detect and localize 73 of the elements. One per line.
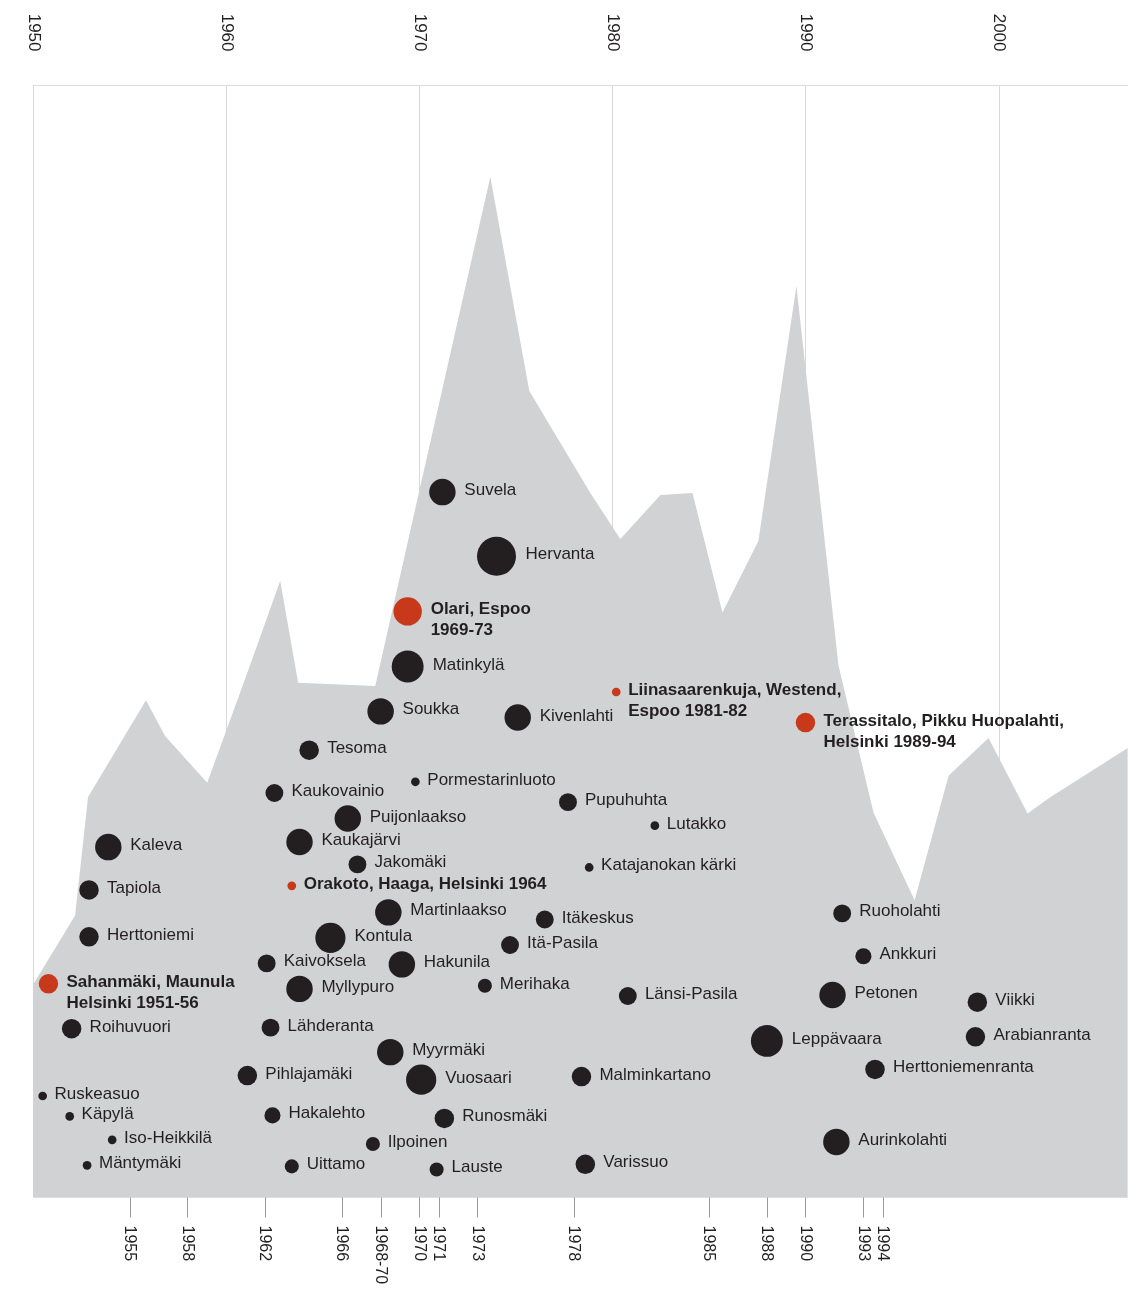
x2-tick-label: 1950 [24,13,44,52]
annotation: Lähderanta [287,1015,375,1035]
x-tick-label: 1966 [334,1225,352,1262]
annotation: Kaivoksela [283,951,367,971]
x2-tick-label: 1970 [410,13,430,52]
annotation: Roihuvuori [89,1016,171,1036]
annotation: Ruoholahti [859,901,941,921]
annotation: Suvela [464,480,517,500]
annotation: Lutakko [666,813,727,833]
x-tick-label: 1990 [797,1225,815,1262]
x-tick-label: 1973 [469,1225,487,1262]
annotation: Merihaka [499,973,571,993]
annotation: Itäkeskus [561,907,634,927]
x-tick-label: 1968-70 [373,1225,391,1285]
annotation: Orakoto, Haaga, Helsinki 1964 [303,873,548,893]
x-tick-label: 1988 [759,1225,777,1262]
annotation: Aurinkolahti [858,1129,948,1149]
annotation: Kaukovainio [291,781,385,801]
annotation: Viikki [995,990,1035,1010]
annotation: Uittamo [306,1154,366,1174]
annotation: Myyrmäki [412,1040,485,1060]
annotation: Hakunila [423,952,491,972]
x2-tick-label: 1990 [796,13,816,52]
annotation: Ruskeasuo [54,1084,140,1103]
annotation: Kontula [354,925,413,945]
annotation: Soukka [402,699,460,719]
x-tick-label: 1971 [431,1225,449,1262]
annotation: Pormestarinluoto [427,769,556,789]
annotation: Kivenlahti [539,705,614,725]
annotation: Arabianranta [993,1024,1092,1044]
annotation: Kaukajärvi [321,829,401,849]
annotation: Malminkartano [599,1064,711,1084]
annotation: Hervanta [525,544,596,564]
annotation: Puijonlaakso [369,806,467,826]
annotation: Herttoniemi [107,924,194,944]
x-tick-label: 1978 [566,1225,584,1262]
annotation: Ankkuri [879,944,937,964]
annotation: Länsi-Pasila [644,984,739,1004]
annotation: Petonen [854,983,918,1002]
annotation: Käpylä [81,1104,135,1124]
x-tick-label: 1958 [180,1225,197,1262]
x-tick-label: 1962 [257,1225,275,1262]
annotation: Vuosaari [445,1067,512,1087]
annotation: Hakalehto [288,1103,366,1123]
annotation: Martinlaakso [410,900,507,920]
annotation: Pihlajamäki [265,1063,353,1083]
annotation: Ilpoinen [387,1131,448,1151]
annotation: Herttoniemenranta [893,1057,1035,1077]
annotation: Itä-Pasila [527,933,599,953]
annotation: Lauste [451,1157,503,1177]
annotation: Sahanmäki, Maunula Helsinki 1951-56 [66,971,236,1012]
annotation: Mäntymäki [98,1153,182,1173]
x-tick-label: 1985 [701,1225,719,1262]
annotation: Leppävaara [791,1028,883,1048]
annotation: Kaleva [130,835,183,855]
annotation: Tesoma [327,738,388,758]
x2-tick-label: 1980 [603,13,623,52]
annotation: Runosmäki [462,1106,548,1126]
annotation: Varissuo [603,1152,669,1172]
x2-tick-label: 1960 [217,13,237,52]
annotation: Tapiola [107,877,162,897]
annotation: Jakomäki [374,852,447,872]
x-tick-label: 1970 [411,1225,429,1262]
annotation: Myllypuro [321,976,395,996]
x-tick-label: 1955 [122,1225,140,1262]
annotation: Iso-Heikkilä [124,1127,213,1147]
annotation: Olari, Espoo 1969-73 [430,599,531,640]
x2-tick-label: 2000 [990,13,1010,52]
x-tick-label: 1994 [875,1225,893,1262]
x-tick-label: 1993 [855,1225,873,1262]
annotation: Pupuhuhta [585,790,668,810]
annotation: Matinkylä [432,654,506,674]
annotation: Katajanokan kärki [601,855,737,875]
